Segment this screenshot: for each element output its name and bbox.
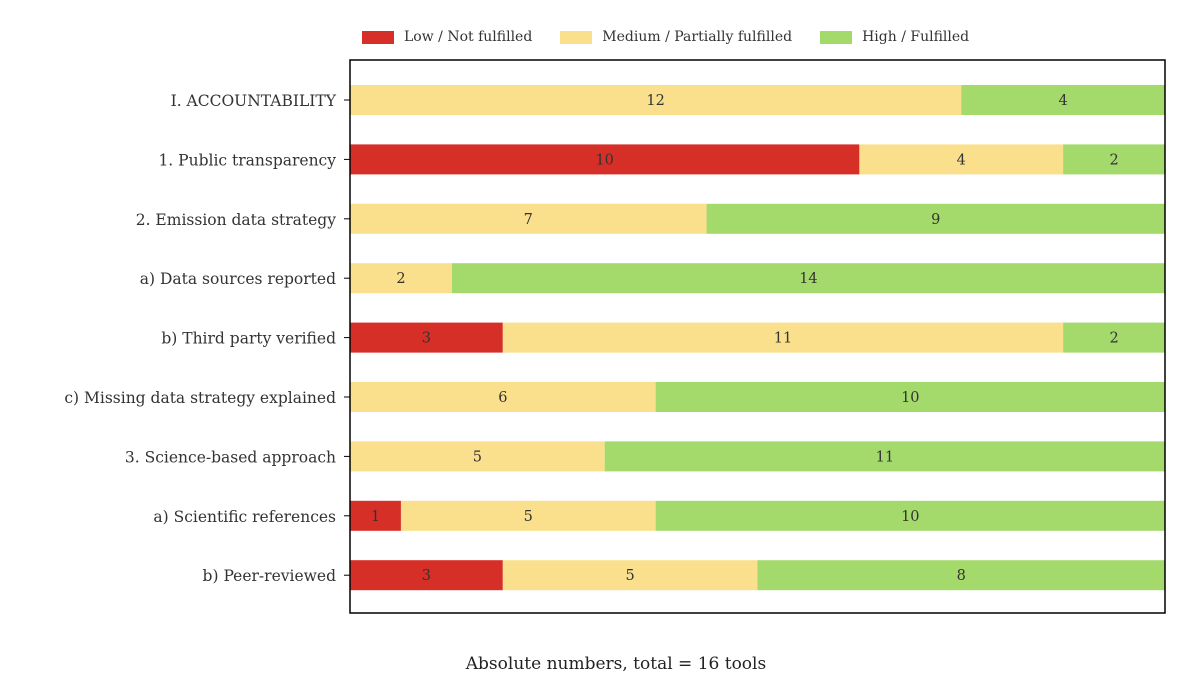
bar-segment-high — [1063, 322, 1165, 353]
bar-segment-low — [350, 500, 401, 531]
legend-item-high: High / Fulfilled — [820, 29, 969, 45]
data-label-medium: 7 — [524, 212, 533, 228]
bar-segment-low — [350, 560, 503, 591]
x-axis-label: Absolute numbers, total = 16 tools — [465, 654, 767, 674]
legend-swatch-medium — [560, 30, 593, 44]
bar-segment-medium — [350, 203, 707, 234]
bar-segment-high — [451, 263, 1165, 294]
bar-segment-high — [757, 560, 1165, 591]
category-label: 2. Emission data strategy — [136, 211, 337, 229]
bar-segment-medium — [502, 322, 1064, 353]
category-label: 1. Public transparency — [158, 151, 336, 169]
bar-segment-high — [604, 441, 1165, 472]
data-label-medium: 2 — [396, 271, 405, 287]
bar-segment-medium — [350, 263, 452, 294]
data-label-high: 2 — [1109, 331, 1118, 347]
data-label-high: 9 — [931, 212, 940, 228]
data-label-medium: 5 — [524, 509, 533, 525]
data-label-high: 10 — [901, 390, 919, 406]
bar-segment-medium — [350, 85, 962, 115]
category-label: b) Peer-reviewed — [203, 567, 337, 585]
data-label-high: 11 — [876, 449, 894, 465]
bar-segment-medium — [400, 500, 656, 531]
bar-segment-high — [655, 500, 1165, 531]
legend-swatch-high — [820, 30, 853, 44]
data-label-low: 3 — [422, 331, 431, 347]
legend-item-low: Low / Not fulfilled — [362, 29, 532, 45]
bar-segment-high — [655, 382, 1165, 412]
data-label-high: 8 — [957, 568, 966, 584]
data-label-low: 3 — [422, 568, 431, 584]
data-label-low: 1 — [371, 509, 380, 525]
data-label-medium: 5 — [473, 449, 482, 465]
data-label-high: 14 — [799, 271, 817, 287]
bar-segment-medium — [350, 382, 656, 412]
bar-segment-high — [1063, 144, 1165, 175]
bar-segment-medium — [350, 441, 605, 472]
data-label-high: 4 — [1059, 93, 1068, 109]
bar-segment-medium — [859, 144, 1064, 175]
legend-swatch-low — [362, 30, 394, 44]
category-label: c) Missing data strategy explained — [64, 389, 336, 407]
legend-label-high: High / Fulfilled — [862, 29, 970, 45]
category-label: a) Data sources reported — [140, 270, 336, 288]
data-label-medium: 4 — [957, 152, 966, 168]
legend: Low / Not fulfilled Medium / Partially f… — [362, 29, 997, 45]
legend-item-medium: Medium / Partially fulfilled — [560, 29, 792, 45]
data-label-medium: 5 — [626, 568, 635, 584]
data-label-high: 2 — [1109, 152, 1118, 168]
category-label: a) Scientific references — [153, 508, 336, 526]
data-label-low: 10 — [595, 152, 613, 168]
bar-segment-medium — [502, 560, 758, 591]
bar-segment-low — [350, 322, 503, 353]
legend-label-low: Low / Not fulfilled — [404, 29, 533, 45]
category-label: b) Third party verified — [161, 330, 336, 348]
data-label-medium: 11 — [774, 331, 792, 347]
category-label: I. ACCOUNTABILITY — [171, 92, 337, 110]
legend-label-medium: Medium / Partially fulfilled — [602, 29, 793, 45]
category-label: 3. Science-based approach — [125, 448, 336, 466]
data-label-medium: 6 — [498, 390, 507, 406]
plot-frame — [349, 59, 1166, 614]
data-label-high: 10 — [901, 509, 919, 525]
bar-segment-high — [961, 85, 1165, 115]
bar-segment-high — [706, 203, 1165, 234]
bar-segment-low — [350, 144, 860, 175]
data-label-medium: 12 — [646, 93, 664, 109]
